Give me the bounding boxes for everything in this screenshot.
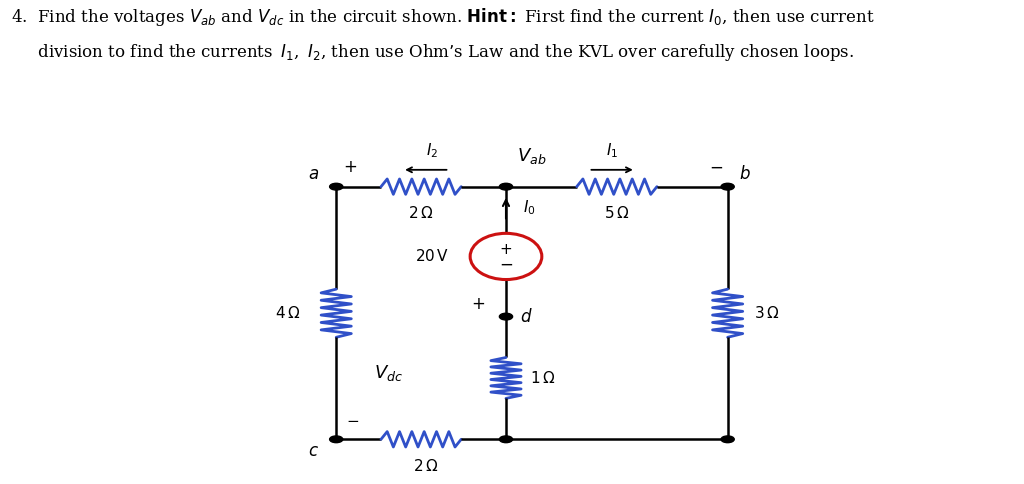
Text: $3\,\Omega$: $3\,\Omega$ <box>754 305 779 321</box>
Circle shape <box>500 436 513 443</box>
Text: $b$: $b$ <box>739 165 751 183</box>
Text: $V_{dc}$: $V_{dc}$ <box>374 363 403 383</box>
Text: $c$: $c$ <box>308 443 319 460</box>
Text: $I_1$: $I_1$ <box>606 141 618 160</box>
Circle shape <box>721 436 734 443</box>
Text: $5\,\Omega$: $5\,\Omega$ <box>604 205 630 221</box>
Text: $-$: $-$ <box>710 159 723 176</box>
Text: $1\,\Omega$: $1\,\Omega$ <box>529 370 555 386</box>
Text: $2\,\Omega$: $2\,\Omega$ <box>409 205 434 221</box>
Text: $+$: $+$ <box>500 242 513 257</box>
Text: $+$: $+$ <box>343 159 357 176</box>
Text: 4.  Find the voltages $V_{ab}$ and $V_{dc}$ in the circuit shown. $\mathbf{Hint:: 4. Find the voltages $V_{ab}$ and $V_{dc… <box>11 6 874 28</box>
Text: $+$: $+$ <box>471 296 485 313</box>
Circle shape <box>500 313 513 320</box>
Text: $2\,\Omega$: $2\,\Omega$ <box>413 457 438 473</box>
Text: $d$: $d$ <box>520 308 532 326</box>
Circle shape <box>330 183 343 190</box>
Text: $-$: $-$ <box>499 256 513 272</box>
Text: $a$: $a$ <box>308 166 319 183</box>
Text: $-$: $-$ <box>346 413 358 427</box>
Text: $I_0$: $I_0$ <box>523 199 536 217</box>
Text: division to find the currents  $I_1$,  $I_2$, then use Ohm’s Law and the KVL ove: division to find the currents $I_1$, $I_… <box>11 42 854 63</box>
Circle shape <box>721 183 734 190</box>
Text: $V_{ab}$: $V_{ab}$ <box>517 147 547 166</box>
Circle shape <box>330 436 343 443</box>
Text: $I_2$: $I_2$ <box>426 141 438 160</box>
Circle shape <box>500 183 513 190</box>
Text: $20\,\mathrm{V}$: $20\,\mathrm{V}$ <box>415 248 450 264</box>
Text: $4\,\Omega$: $4\,\Omega$ <box>275 305 300 321</box>
